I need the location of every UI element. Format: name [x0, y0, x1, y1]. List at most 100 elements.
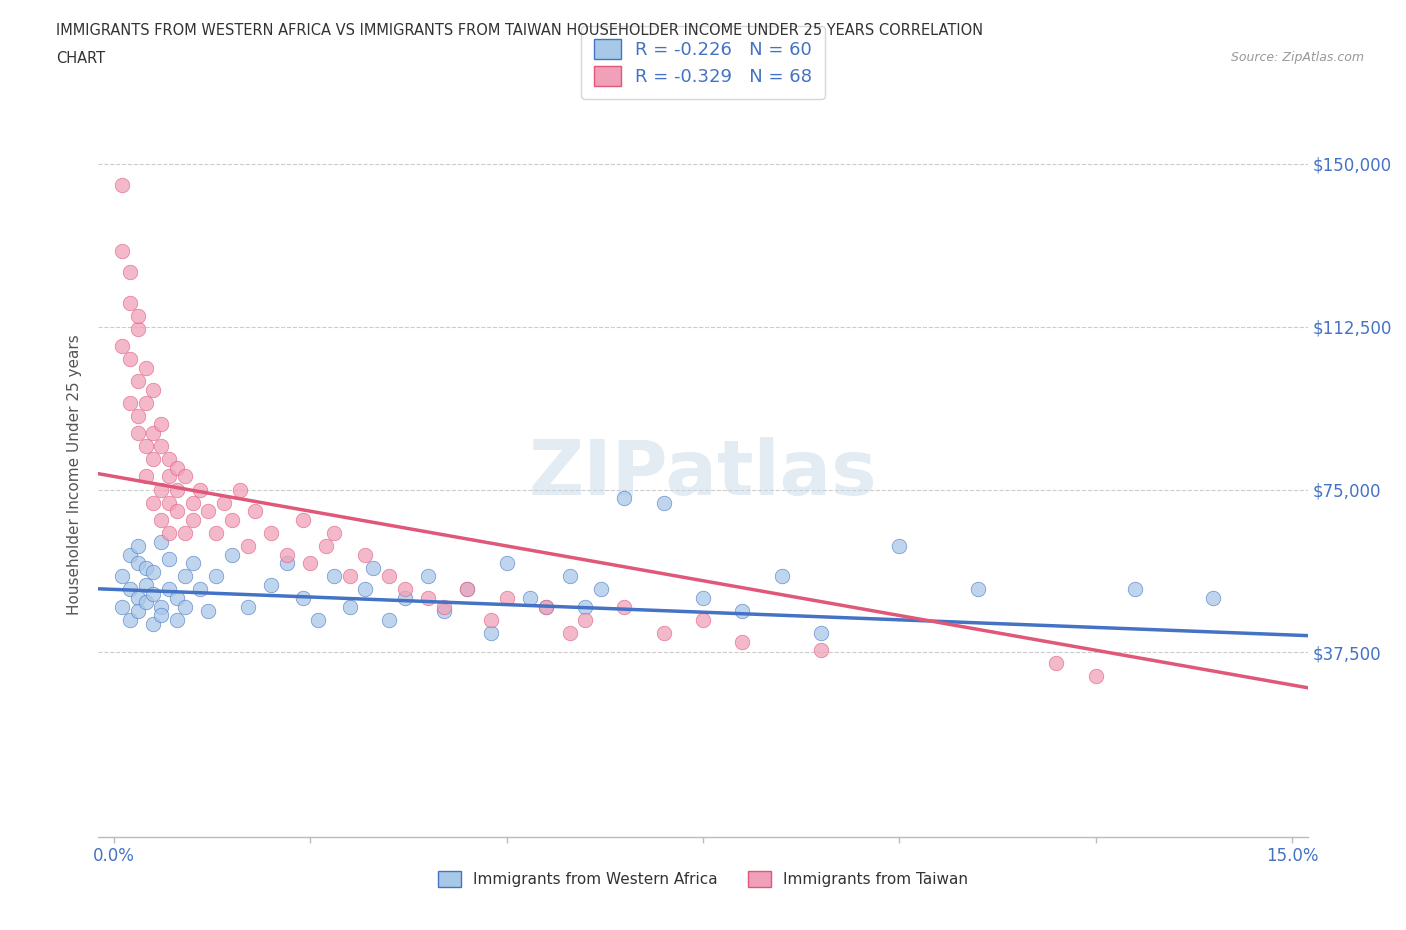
Point	[433, 604, 456, 618]
Point	[127, 309, 149, 324]
Point	[173, 525, 195, 540]
Point	[111, 599, 134, 614]
Point	[221, 512, 243, 527]
Point	[166, 612, 188, 627]
Point	[118, 352, 141, 366]
Point	[613, 491, 636, 506]
Point	[173, 569, 195, 584]
Point	[810, 625, 832, 640]
Point	[212, 495, 235, 510]
Point	[1123, 582, 1146, 597]
Point	[354, 547, 377, 562]
Point	[127, 604, 149, 618]
Point	[1202, 591, 1225, 605]
Point	[589, 582, 612, 597]
Point	[118, 265, 141, 280]
Point	[260, 578, 283, 592]
Point	[534, 599, 557, 614]
Point	[339, 569, 361, 584]
Point	[118, 395, 141, 410]
Point	[692, 612, 714, 627]
Point	[173, 469, 195, 484]
Point	[142, 617, 165, 631]
Point	[613, 599, 636, 614]
Point	[142, 586, 165, 601]
Point	[731, 634, 754, 649]
Point	[558, 625, 581, 640]
Point	[181, 556, 204, 571]
Point	[810, 643, 832, 658]
Point	[574, 599, 596, 614]
Point	[236, 538, 259, 553]
Point	[479, 625, 502, 640]
Point	[692, 591, 714, 605]
Point	[157, 452, 180, 467]
Point	[495, 556, 517, 571]
Point	[456, 582, 478, 597]
Point	[181, 495, 204, 510]
Point	[173, 599, 195, 614]
Point	[394, 591, 416, 605]
Point	[1084, 669, 1107, 684]
Point	[534, 599, 557, 614]
Point	[127, 426, 149, 441]
Point	[378, 569, 401, 584]
Point	[150, 417, 173, 432]
Point	[558, 569, 581, 584]
Point	[118, 547, 141, 562]
Point	[135, 578, 157, 592]
Point	[142, 452, 165, 467]
Point	[433, 599, 456, 614]
Text: IMMIGRANTS FROM WESTERN AFRICA VS IMMIGRANTS FROM TAIWAN HOUSEHOLDER INCOME UNDE: IMMIGRANTS FROM WESTERN AFRICA VS IMMIGR…	[56, 23, 983, 38]
Point	[118, 582, 141, 597]
Y-axis label: Householder Income Under 25 years: Householder Income Under 25 years	[67, 334, 83, 615]
Point	[652, 625, 675, 640]
Point	[354, 582, 377, 597]
Point	[118, 612, 141, 627]
Point	[731, 604, 754, 618]
Point	[205, 569, 228, 584]
Point	[111, 569, 134, 584]
Point	[197, 604, 219, 618]
Point	[142, 565, 165, 579]
Point	[166, 460, 188, 475]
Point	[190, 482, 212, 497]
Point	[291, 512, 314, 527]
Point	[236, 599, 259, 614]
Point	[966, 582, 988, 597]
Point	[142, 382, 165, 397]
Point	[135, 595, 157, 610]
Point	[276, 547, 298, 562]
Point	[111, 243, 134, 258]
Point	[135, 560, 157, 575]
Point	[135, 439, 157, 454]
Point	[127, 408, 149, 423]
Point	[889, 538, 911, 553]
Point	[574, 612, 596, 627]
Point	[127, 374, 149, 389]
Point	[190, 582, 212, 597]
Point	[361, 560, 384, 575]
Text: CHART: CHART	[56, 51, 105, 66]
Point	[111, 178, 134, 193]
Point	[111, 339, 134, 353]
Point	[394, 582, 416, 597]
Point	[495, 591, 517, 605]
Point	[181, 512, 204, 527]
Point	[339, 599, 361, 614]
Point	[291, 591, 314, 605]
Point	[135, 361, 157, 376]
Legend: Immigrants from Western Africa, Immigrants from Taiwan: Immigrants from Western Africa, Immigran…	[430, 863, 976, 895]
Point	[166, 591, 188, 605]
Point	[135, 395, 157, 410]
Point	[276, 556, 298, 571]
Point	[157, 551, 180, 566]
Point	[299, 556, 322, 571]
Point	[519, 591, 541, 605]
Point	[150, 439, 173, 454]
Point	[166, 482, 188, 497]
Point	[456, 582, 478, 597]
Point	[229, 482, 252, 497]
Point	[118, 296, 141, 311]
Point	[770, 569, 793, 584]
